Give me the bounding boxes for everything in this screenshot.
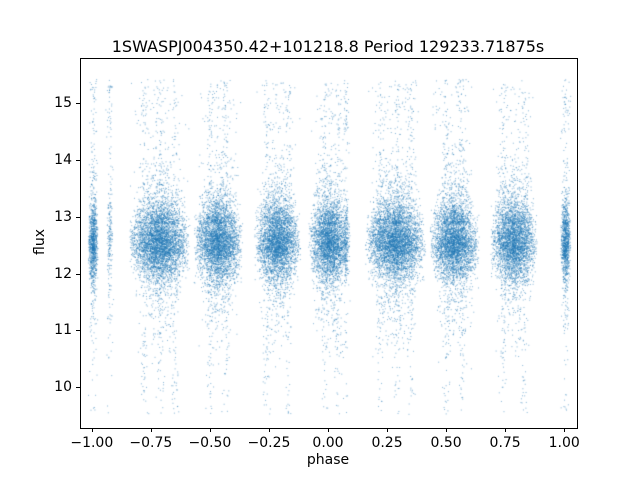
x-tick-mark xyxy=(328,428,329,432)
x-tick-label: 1.00 xyxy=(548,435,580,451)
x-tick-label: 0.50 xyxy=(430,435,462,451)
y-tick-mark xyxy=(76,330,80,332)
plot-area xyxy=(80,58,578,429)
x-tick-label: −1.00 xyxy=(70,435,114,451)
y-tick-mark xyxy=(76,160,80,162)
x-tick-mark xyxy=(564,428,566,432)
scatter-canvas xyxy=(81,59,577,428)
y-tick-label: 12 xyxy=(54,265,72,282)
x-tick-label: −0.75 xyxy=(129,435,173,451)
x-tick-mark xyxy=(268,428,270,432)
x-tick-label: 0.00 xyxy=(312,435,344,451)
x-tick-mark xyxy=(150,428,152,432)
y-tick-label: 10 xyxy=(54,379,72,396)
y-tick-label: 11 xyxy=(54,322,72,339)
y-tick-label: 15 xyxy=(54,95,72,112)
x-tick-mark xyxy=(387,428,389,432)
y-tick-mark xyxy=(76,103,80,105)
x-tick-mark xyxy=(91,428,93,432)
x-tick-mark xyxy=(446,428,448,432)
x-tick-label: −0.50 xyxy=(188,435,232,451)
y-tick-label: 13 xyxy=(54,208,72,225)
y-tick-label: 14 xyxy=(54,152,72,169)
chart-title: 1SWASPJ004350.42+101218.8 Period 129233.… xyxy=(111,37,545,56)
x-tick-mark xyxy=(209,428,211,432)
x-tick-label: −0.25 xyxy=(247,435,291,451)
y-tick-mark xyxy=(76,387,80,389)
x-tick-label: 0.75 xyxy=(489,435,521,451)
y-tick-mark xyxy=(76,273,80,275)
x-tick-label: 0.25 xyxy=(371,435,403,451)
x-axis-label: phase xyxy=(306,452,350,468)
y-tick-mark xyxy=(76,216,80,218)
x-tick-mark xyxy=(505,428,507,432)
